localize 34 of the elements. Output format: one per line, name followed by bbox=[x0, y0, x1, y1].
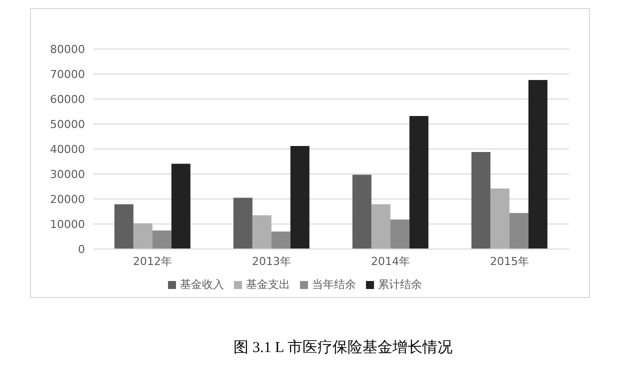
bar bbox=[528, 80, 548, 249]
y-tick-label: 60000 bbox=[50, 92, 85, 106]
bar bbox=[390, 220, 410, 249]
bar bbox=[152, 230, 172, 249]
y-tick-label: 20000 bbox=[50, 192, 85, 206]
y-tick-label: 40000 bbox=[50, 142, 85, 156]
legend-label: 基金收入 bbox=[180, 278, 224, 291]
bar bbox=[171, 164, 190, 249]
x-tick-label: 2013年 bbox=[252, 254, 291, 268]
bar bbox=[290, 146, 310, 249]
bar bbox=[490, 188, 510, 249]
x-tick-label: 2014年 bbox=[371, 254, 410, 268]
y-tick-label: 80000 bbox=[50, 42, 85, 56]
bar bbox=[114, 204, 134, 249]
legend-label: 累计结余 bbox=[378, 278, 422, 291]
bar bbox=[371, 204, 390, 249]
y-tick-label: 70000 bbox=[50, 68, 85, 81]
bar bbox=[133, 223, 152, 249]
y-tick-label: 0 bbox=[78, 242, 85, 256]
x-tick-label: 2015年 bbox=[490, 254, 529, 268]
bar bbox=[233, 198, 252, 249]
bar bbox=[271, 232, 290, 249]
y-tick-label: 10000 bbox=[50, 218, 85, 231]
x-tick-label: 2012年 bbox=[133, 254, 172, 268]
legend-label: 基金支出 bbox=[246, 278, 290, 291]
y-tick-label: 50000 bbox=[50, 118, 85, 131]
bar bbox=[471, 152, 490, 249]
bar bbox=[509, 213, 528, 249]
bar bbox=[252, 215, 272, 249]
legend-label: 当年结余 bbox=[312, 278, 356, 291]
bar bbox=[352, 174, 372, 249]
y-tick-label: 30000 bbox=[50, 168, 85, 181]
caption: 图 3.1 L 市医疗保险基金增长情况 bbox=[232, 338, 454, 357]
bar bbox=[409, 116, 428, 249]
